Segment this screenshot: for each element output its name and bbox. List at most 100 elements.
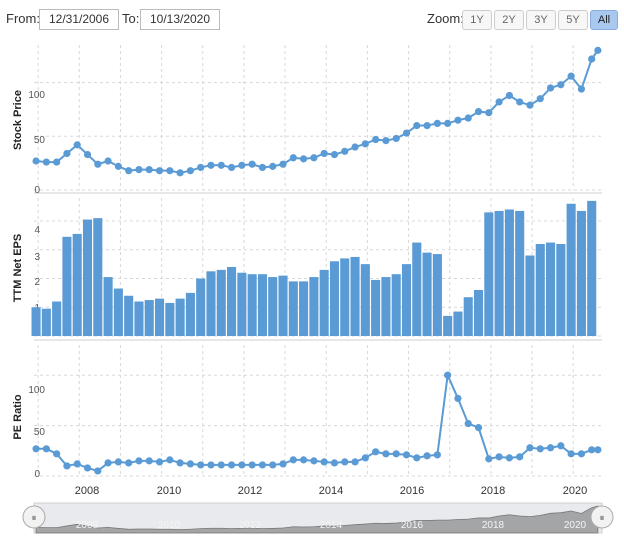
eps-bar — [515, 210, 525, 336]
pe-point — [248, 461, 256, 469]
price-point — [227, 163, 236, 172]
pe-point — [382, 450, 390, 458]
price-point — [135, 165, 143, 174]
zoom-3y-button[interactable]: 3Y — [526, 10, 556, 30]
eps-bar — [185, 292, 195, 336]
price-point — [577, 85, 586, 93]
eps-bar — [566, 203, 576, 336]
eps-bar — [82, 219, 93, 336]
pe-point — [53, 450, 61, 458]
price-point — [104, 157, 112, 165]
eps-bar — [124, 295, 134, 336]
eps-bar — [391, 274, 401, 336]
pe-point — [588, 446, 596, 454]
price-point — [166, 167, 174, 175]
price-point — [557, 81, 565, 89]
pe-point — [464, 420, 472, 428]
zoom-2y-button[interactable]: 2Y — [494, 10, 524, 30]
zoom-all-button[interactable]: All — [590, 10, 618, 30]
eps-bar — [546, 242, 556, 336]
eps-bar — [443, 315, 453, 336]
pe-point — [32, 445, 40, 453]
price-tick-label: 0 — [34, 185, 40, 196]
price-point — [176, 169, 184, 177]
eps-bar — [278, 275, 288, 336]
eps-bar — [62, 236, 72, 336]
price-point — [299, 155, 308, 163]
navigator-label: 2008 — [76, 520, 99, 531]
eps-bar — [309, 277, 319, 336]
x-tick-label: 2014 — [319, 485, 343, 497]
eps-tick-label: 4 — [34, 225, 40, 236]
pe-point — [567, 450, 575, 458]
price-point — [207, 161, 215, 169]
price-point — [125, 167, 133, 175]
navigator-left-handle[interactable]: ⏸ — [22, 505, 46, 529]
price-point — [546, 84, 555, 92]
eps-tick-label: 2 — [34, 277, 40, 288]
price-point — [392, 134, 400, 143]
eps-bar — [165, 302, 175, 336]
eps-bar — [319, 269, 329, 336]
eps-bar — [412, 242, 422, 336]
navigator[interactable]: 2008 2010 2012 2014 2016 2018 2020 ⏸ ⏸ — [22, 502, 614, 534]
pe-point — [145, 457, 153, 465]
pause-icon: ⏸ — [32, 513, 37, 524]
price-point — [433, 119, 441, 128]
pe-point — [372, 448, 380, 456]
x-axis: 2008 2010 2012 2014 2016 2018 2020 — [75, 485, 587, 497]
pe-point — [341, 458, 349, 466]
to-date-input[interactable]: 10/13/2020 — [140, 9, 220, 30]
navigator-label: 2014 — [320, 520, 343, 531]
from-date-input[interactable]: 12/31/2006 — [39, 9, 119, 30]
pe-point — [94, 467, 102, 475]
pe-axis-label: PE Ratio — [12, 394, 24, 440]
price-point — [505, 91, 513, 100]
pe-point — [474, 424, 483, 432]
eps-bar — [93, 218, 103, 336]
price-point — [454, 116, 462, 124]
eps-bar — [175, 298, 185, 336]
price-point — [186, 167, 195, 175]
pe-point — [495, 453, 503, 461]
price-point — [495, 98, 503, 106]
pe-point — [197, 461, 205, 469]
eps-bar — [350, 256, 360, 336]
eps-bar — [381, 277, 391, 336]
price-point — [423, 121, 431, 130]
from-label: From: — [6, 11, 40, 26]
eps-bar — [576, 210, 586, 336]
navigator-area — [35, 505, 599, 534]
price-point — [73, 141, 81, 149]
price-point — [594, 46, 602, 54]
price-point — [567, 72, 575, 80]
pe-point — [577, 450, 586, 458]
navigator-right-handle[interactable]: ⏸ — [590, 505, 614, 529]
pe-point — [125, 459, 133, 467]
pe-point — [546, 444, 555, 452]
zoom-label: Zoom: — [427, 11, 464, 26]
zoom-5y-button[interactable]: 5Y — [558, 10, 588, 30]
eps-bar — [154, 298, 165, 336]
price-point — [330, 150, 339, 159]
x-tick-label: 2010 — [157, 485, 181, 497]
pe-point — [330, 459, 339, 467]
price-point — [341, 147, 349, 155]
eps-bar — [432, 254, 442, 336]
eps-bar — [237, 272, 247, 336]
price-point — [114, 162, 122, 170]
eps-bar — [504, 209, 514, 336]
eps-bar — [72, 233, 82, 336]
eps-bar — [134, 301, 144, 336]
zoom-1y-button[interactable]: 1Y — [462, 10, 492, 30]
eps-bar — [329, 261, 340, 336]
pe-point — [289, 456, 297, 464]
eps-bar — [216, 269, 226, 336]
eps-bar — [144, 300, 154, 336]
pe-point — [454, 394, 462, 403]
x-tick-label: 2020 — [563, 485, 587, 497]
eps-series — [31, 200, 597, 336]
pe-tick-label: 0 — [34, 469, 40, 480]
eps-bar — [525, 255, 535, 336]
